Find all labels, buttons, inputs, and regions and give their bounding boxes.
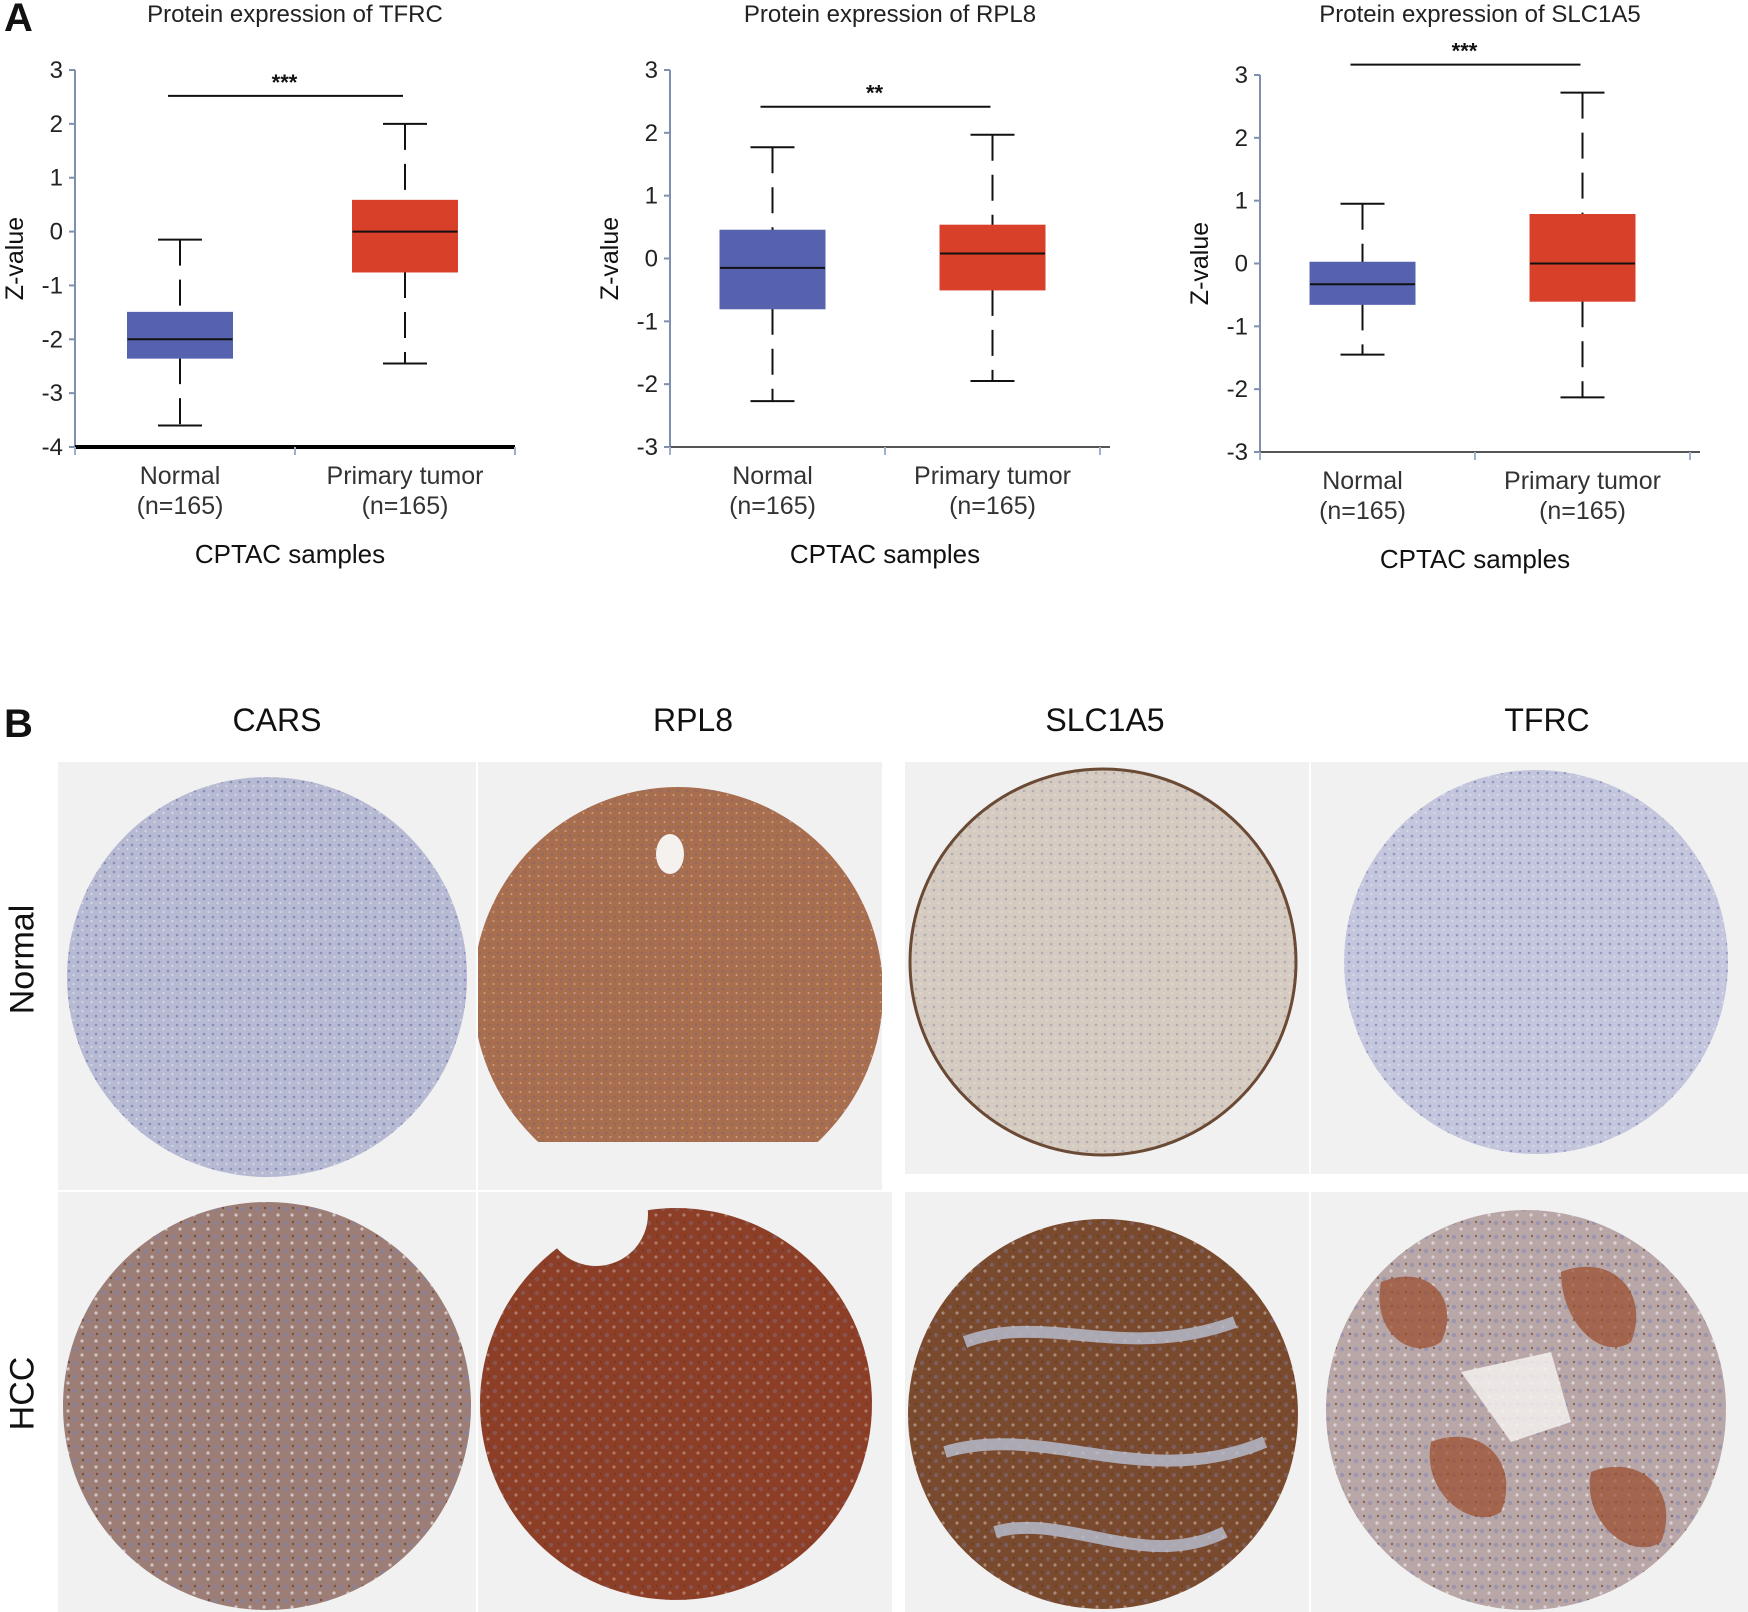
ihc-normal-tfrc-texture xyxy=(1344,770,1728,1154)
chart1-ytick-label: 2 xyxy=(645,120,658,147)
ihc-hcc-tfrc xyxy=(1311,1192,1748,1612)
panel-letter-b: B xyxy=(4,702,33,746)
chart0-box-0 xyxy=(127,311,233,359)
chart0-ytick-label: -1 xyxy=(42,272,63,299)
chart1-ytick-label: 1 xyxy=(645,183,658,210)
boxplot-tfrc-svg: Protein expression of TFRC 3 2 1 0 -1 -2 -3 -4 Z-… xyxy=(1,1,516,569)
row-label-hcc: HCC xyxy=(3,1356,42,1431)
gene-label-slc1a5: SLC1A5 xyxy=(1045,702,1165,738)
chart1-box-1 xyxy=(939,224,1046,291)
chart0-ytick-label: 1 xyxy=(50,165,63,192)
ihc-hcc-cars-img xyxy=(63,1202,471,1610)
chart2-ytick-label: -2 xyxy=(1227,376,1248,403)
ihc-normal-cars-texture xyxy=(67,777,467,1177)
chart2-ytick-label: 0 xyxy=(1235,251,1248,278)
chart0-cat-n-0: (n=165) xyxy=(137,492,224,520)
chart2-cat-label-1: Primary tumor xyxy=(1504,467,1661,495)
chart2-cat-label-0: Normal xyxy=(1322,467,1403,495)
chart1-sig-label: ** xyxy=(866,81,884,106)
ihc-normal-cars xyxy=(58,762,476,1190)
panel-letter-a: A xyxy=(4,0,33,40)
ihc-hcc-rpl8-texture xyxy=(480,1208,872,1600)
ihc-hcc-slc1a5 xyxy=(905,1192,1309,1612)
chart0-ytick-label: 0 xyxy=(50,219,63,246)
chart1-cat-label-1: Primary tumor xyxy=(914,462,1071,490)
chart2-title: Protein expression of SLC1A5 xyxy=(1319,1,1641,28)
ihc-normal-cars-img xyxy=(67,777,467,1177)
ihc-normal-tfrc xyxy=(1311,762,1748,1174)
boxplot-slc1a5: Protein expression of SLC1A5 3 2 1 0 -1 -2 -3 Z-… xyxy=(1180,0,1740,650)
ihc-hcc-tfrc-spot-4 xyxy=(1589,1466,1667,1548)
chart0-cat-label-0: Normal xyxy=(140,462,221,490)
ihc-hcc-cars xyxy=(58,1192,476,1612)
chart2-ytick-label: -1 xyxy=(1227,313,1248,340)
ihc-hcc-tfrc-spot-3 xyxy=(1429,1436,1507,1518)
ihc-hcc-slc1a5-img xyxy=(908,1219,1298,1609)
chart2-cat-n-0: (n=165) xyxy=(1319,497,1406,525)
ihc-normal-tfrc-img xyxy=(1344,770,1728,1154)
chart2-ytick-label: 3 xyxy=(1235,62,1248,89)
ihc-hcc-cars-texture xyxy=(63,1202,471,1610)
chart1-xlabel: CPTAC samples xyxy=(790,539,980,569)
ihc-hcc-tfrc-clearing xyxy=(1461,1352,1571,1442)
chart1-ytick-label: -1 xyxy=(637,308,658,335)
ihc-normal-rpl8 xyxy=(478,762,882,1190)
chart0-ytick-label: -3 xyxy=(42,380,63,407)
chart1-ytick-label: -2 xyxy=(637,371,658,398)
chart0-ytick-label: 3 xyxy=(50,57,63,84)
chart2-ylabel: Z-value xyxy=(1186,222,1214,305)
chart2-xlabel: CPTAC samples xyxy=(1380,544,1570,574)
gene-label-rpl8: RPL8 xyxy=(652,702,734,738)
chart1-box-0 xyxy=(719,229,826,310)
chart0-cat-label-1: Primary tumor xyxy=(327,462,484,490)
ihc-normal-slc1a5 xyxy=(905,762,1309,1174)
chart2-box-1 xyxy=(1529,213,1636,302)
chart1-ytick-label: 3 xyxy=(645,57,658,84)
chart1-cat-label-0: Normal xyxy=(732,462,813,490)
chart0-ytick-label: -2 xyxy=(42,326,63,353)
ihc-normal-rpl8-img xyxy=(478,787,882,1142)
chart1-title: Protein expression of RPL8 xyxy=(744,1,1036,28)
boxplot-tfrc: Protein expression of TFRC 3 2 1 0 -1 -2 -3 -4 Z-… xyxy=(0,0,560,650)
row-label-normal: Normal xyxy=(3,904,42,1015)
gene-label-cars: CARS xyxy=(232,702,322,738)
ihc-normal-rpl8-texture xyxy=(478,787,882,1142)
chart2-ytick-label: 2 xyxy=(1235,125,1248,152)
ihc-hcc-slc1a5-stroma xyxy=(943,1316,1268,1552)
chart1-cat-n-0: (n=165) xyxy=(729,492,816,520)
chart0-box-1 xyxy=(352,199,458,273)
ihc-hcc-tfrc-spot-1 xyxy=(1379,1276,1448,1349)
boxplot-rpl8-svg: Protein expression of RPL8 3 2 1 0 -1 -2 -3 Z-va… xyxy=(596,1,1110,569)
gene-label-tfrc: TFRC xyxy=(1504,702,1590,738)
chart2-sig-label: *** xyxy=(1452,39,1478,64)
ihc-hcc-rpl8 xyxy=(478,1192,892,1612)
chart1-ytick-label: -3 xyxy=(637,434,658,461)
ihc-normal-rpl8-vessel xyxy=(656,834,684,874)
chart0-sig-label: *** xyxy=(272,70,298,95)
chart0-ytick-label: 2 xyxy=(50,111,63,138)
chart2-cat-n-1: (n=165) xyxy=(1539,497,1626,525)
boxplot-rpl8: Protein expression of RPL8 3 2 1 0 -1 -2 -3 Z-va… xyxy=(590,0,1150,650)
chart0-xlabel: CPTAC samples xyxy=(195,539,385,569)
chart0-ylabel: Z-value xyxy=(1,217,29,300)
chart0-ytick-label: -4 xyxy=(42,434,63,461)
chart1-ylabel: Z-value xyxy=(596,217,624,300)
boxplot-slc1a5-svg: Protein expression of SLC1A5 3 2 1 0 -1 -2 -3 Z-… xyxy=(1186,1,1700,574)
ihc-normal-slc1a5-img xyxy=(908,767,1298,1157)
chart2-ytick-label: -3 xyxy=(1227,439,1248,466)
ihc-normal-slc1a5-texture xyxy=(910,769,1296,1155)
chart0-title: Protein expression of TFRC xyxy=(147,1,443,28)
chart1-ytick-label: 0 xyxy=(645,246,658,273)
ihc-hcc-slc1a5-texture xyxy=(908,1219,1298,1609)
ihc-hcc-tfrc-spot-2 xyxy=(1561,1266,1637,1348)
ihc-hcc-rpl8-notch xyxy=(544,1192,648,1266)
ihc-normal-slc1a5-rim xyxy=(908,767,1298,1157)
chart2-ytick-label: 1 xyxy=(1235,188,1248,215)
chart0-cat-n-1: (n=165) xyxy=(362,492,449,520)
ihc-hcc-rpl8-img xyxy=(480,1192,872,1600)
ihc-hcc-tfrc-img xyxy=(1326,1210,1726,1610)
chart1-cat-n-1: (n=165) xyxy=(949,492,1036,520)
